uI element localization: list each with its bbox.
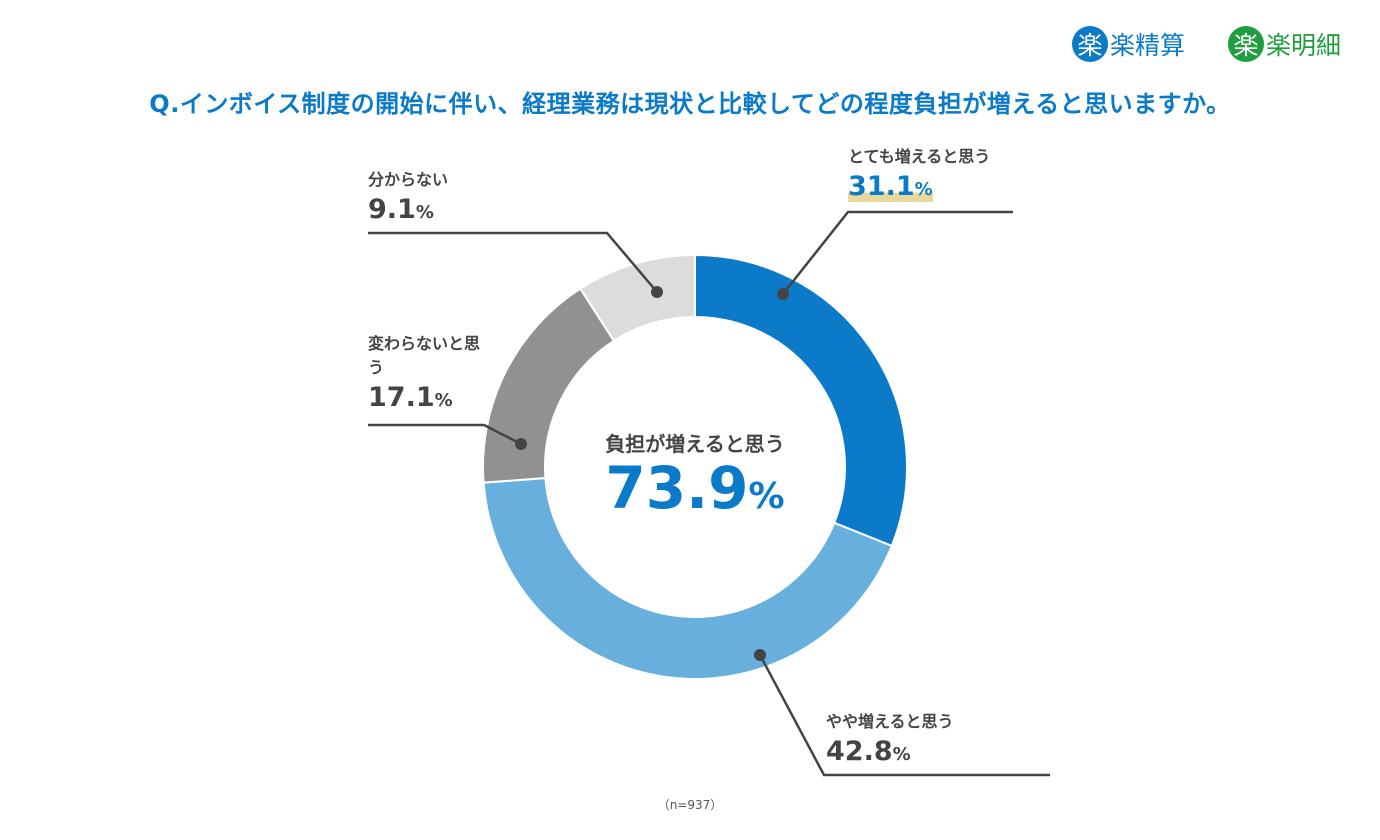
- leader-line: [368, 231, 658, 293]
- category-label: とても増えると思う: [848, 147, 991, 166]
- center-label: 負担が増えると思う: [605, 432, 785, 456]
- leader-line: [782, 210, 1013, 295]
- logo-text-seisan: 楽精算: [1110, 31, 1186, 60]
- leader-dot: [515, 438, 527, 450]
- leader-line: [368, 423, 522, 446]
- logo-mark-blue: 楽: [1072, 26, 1108, 62]
- label-very-increase: とても増えると思う 31.1%: [848, 145, 990, 208]
- label-dont-know: 分からない 9.1%: [368, 168, 448, 231]
- center-value: 73.9%: [545, 457, 845, 528]
- sample-size-note: （n=937）: [657, 798, 723, 812]
- donut-slice: [579, 253, 696, 343]
- data-label: 31.1%: [848, 171, 933, 202]
- leader-line: [758, 654, 1050, 777]
- leader-dot: [651, 286, 663, 298]
- center-value-number: 73.9: [605, 454, 749, 522]
- label-somewhat-increase: やや増えると思う 42.8%: [826, 710, 954, 773]
- donut-slice: [694, 253, 908, 548]
- logo-mark-green: 楽: [1228, 26, 1264, 62]
- leader-dot: [754, 649, 766, 661]
- data-label: 42.8%: [826, 736, 911, 767]
- rakuraku-meisai-logo: 楽 楽明細: [1228, 26, 1341, 62]
- category-label: やや増えると思う: [826, 712, 954, 731]
- leader-dot: [777, 288, 789, 300]
- rakuraku-seisan-logo: 楽 楽精算: [1072, 26, 1185, 62]
- logo-text-meisai: 楽明細: [1266, 31, 1342, 60]
- data-label: 17.1%: [368, 382, 453, 413]
- center-value-unit: %: [748, 476, 785, 517]
- label-no-change: 変わらないと思う 17.1%: [368, 332, 498, 419]
- donut-slice: [482, 476, 894, 680]
- center-summary: 負担が増えると思う 73.9%: [545, 428, 845, 528]
- category-label: 変わらないと思う: [368, 334, 481, 377]
- data-label: 9.1%: [368, 194, 434, 225]
- chart-title: Q.インボイス制度の開始に伴い、経理業務は現状と比較してどの程度負担が増えると思…: [149, 90, 1231, 118]
- category-label: 分からない: [368, 170, 449, 189]
